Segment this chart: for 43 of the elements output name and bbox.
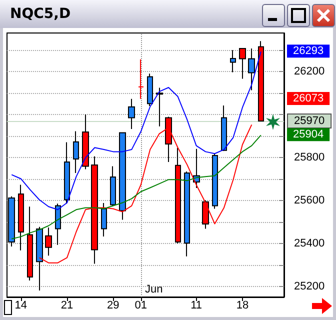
candlestick	[36, 226, 43, 292]
candlestick	[73, 130, 79, 174]
candlestick	[138, 58, 144, 100]
candlestick	[110, 166, 116, 207]
candlestick	[258, 40, 264, 122]
y-tick-label: 25800	[294, 151, 325, 164]
candlestick	[18, 184, 24, 251]
y-tick-label: 26200	[294, 66, 325, 78]
x-tick-label: 11	[190, 300, 202, 312]
candlestick	[184, 170, 190, 257]
candlestick	[212, 153, 218, 210]
candlestick	[221, 105, 227, 152]
candlestick	[147, 73, 153, 106]
candlestick	[55, 203, 61, 246]
text: 26073	[293, 92, 324, 104]
y-tick-label: 25600	[294, 194, 325, 206]
annotation: Jun	[145, 284, 163, 296]
candlestick	[248, 48, 255, 91]
candlestick	[202, 200, 209, 230]
x-tick-label: 14	[14, 300, 27, 312]
x-tick-label: 01	[134, 300, 148, 312]
candlestick	[119, 132, 126, 220]
candlestick	[128, 98, 135, 130]
x-tick-label: 21	[60, 300, 74, 312]
candlestick	[239, 48, 246, 80]
candlestick	[82, 114, 89, 170]
candlestick	[45, 226, 52, 256]
candlestick	[27, 206, 33, 281]
candlestick	[156, 87, 163, 127]
line-series	[11, 51, 262, 210]
candlestick	[64, 142, 70, 204]
line-series	[11, 134, 262, 240]
candlestick	[230, 50, 236, 73]
y-tick-label: 25200	[294, 280, 325, 292]
y-tick-label: 25400	[294, 237, 325, 250]
text: 25904	[293, 128, 324, 141]
chart-title: NQC5,D	[10, 6, 71, 22]
x-tick-label: 18	[236, 300, 249, 312]
ref-line-label: 25970	[294, 115, 325, 127]
text: 26293	[293, 45, 324, 58]
candlestick	[101, 202, 107, 237]
x-tick-label: 29	[107, 300, 120, 312]
candlestick	[175, 147, 181, 244]
